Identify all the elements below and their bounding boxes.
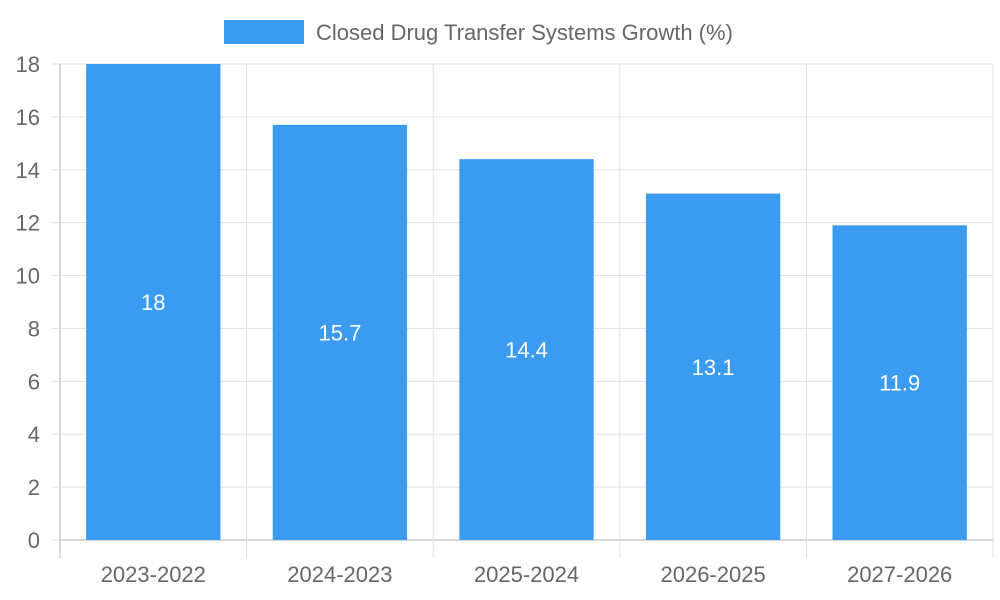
y-tick-label: 12 xyxy=(16,211,40,236)
legend-label[interactable]: Closed Drug Transfer Systems Growth (%) xyxy=(316,20,733,45)
bar-value-label: 15.7 xyxy=(318,320,361,345)
y-tick-label: 0 xyxy=(28,528,40,553)
bar[interactable] xyxy=(832,225,967,541)
x-tick-label: 2025-2024 xyxy=(474,562,579,587)
y-tick-label: 6 xyxy=(28,369,40,394)
bar[interactable] xyxy=(645,193,781,541)
bar-value-label: 18 xyxy=(141,290,165,315)
bars xyxy=(86,64,967,541)
y-tick-label: 18 xyxy=(16,52,40,77)
y-tick-label: 8 xyxy=(28,316,40,341)
axes xyxy=(52,63,60,541)
bar[interactable] xyxy=(459,159,594,540)
bar[interactable] xyxy=(272,124,408,541)
x-tick-label: 2027-2026 xyxy=(847,562,952,587)
bar-value-label: 13.1 xyxy=(692,355,735,380)
legend-swatch[interactable] xyxy=(224,20,304,44)
bar-value-label: 11.9 xyxy=(879,371,920,396)
y-tick-label: 14 xyxy=(16,158,40,183)
legend[interactable]: Closed Drug Transfer Systems Growth (%) xyxy=(224,20,733,45)
y-tick-label: 10 xyxy=(16,264,40,289)
x-tick-label: 2026-2025 xyxy=(660,562,765,587)
bar[interactable] xyxy=(86,64,221,540)
x-tick-label: 2024-2023 xyxy=(287,562,392,587)
labels: 0 2 4 6 8 10 12 14 16 18 18 2023-2022 15.7 2024-2023 1… xyxy=(16,52,953,587)
y-tick-label: 4 xyxy=(28,422,40,447)
y-tick-label: 2 xyxy=(28,475,40,500)
x-tick-label: 2023-2022 xyxy=(101,562,206,587)
y-tick-label: 16 xyxy=(16,105,40,130)
bar-value-label: 14.4 xyxy=(505,338,548,363)
